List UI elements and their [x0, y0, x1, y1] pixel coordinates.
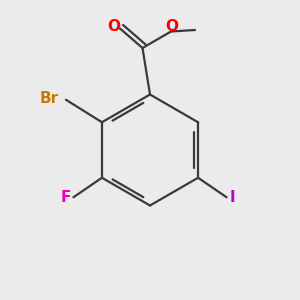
Text: Br: Br: [40, 91, 59, 106]
Text: F: F: [61, 190, 71, 205]
Text: O: O: [107, 19, 120, 34]
Text: O: O: [165, 19, 178, 34]
Text: I: I: [229, 190, 235, 205]
